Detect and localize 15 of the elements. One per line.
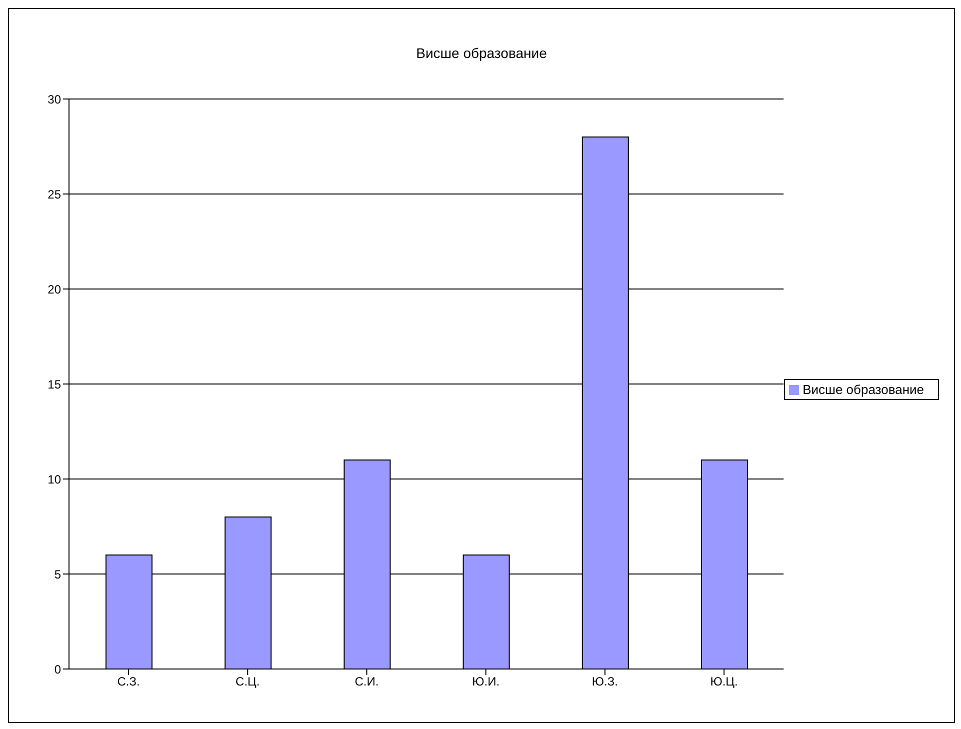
y-tick-label: 25 [48,187,62,202]
x-tick-label: С.И. [354,674,379,689]
y-tick-label: 0 [54,662,62,676]
x-tick-label: Ю.И. [472,674,500,689]
y-tick-label: 20 [48,282,62,296]
y-tick-label: 30 [48,92,62,106]
x-tick-label: С.З. [117,674,140,689]
x-tick-label: Ю.З. [592,674,618,689]
chart-title: Висше образование [415,44,548,63]
x-tick-label: С.Ц. [236,674,260,689]
x-tick-label: Ю.Ц. [710,674,738,689]
y-tick-label: 15 [48,377,62,392]
y-tick-label: 5 [54,567,62,582]
legend-label: Висше образование [802,382,924,396]
y-tick-label: 10 [48,472,62,486]
